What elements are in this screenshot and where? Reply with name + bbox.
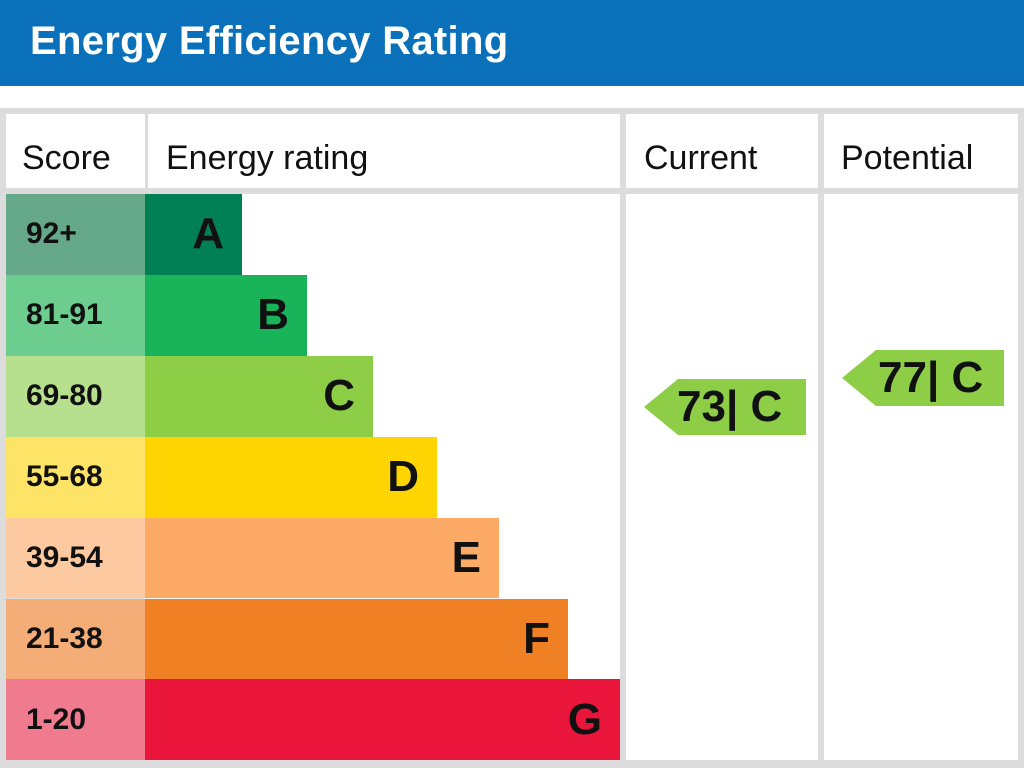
band-bar-d: D <box>145 436 437 518</box>
band-score-b: 81-91 <box>6 274 145 356</box>
page-title: Energy Efficiency Rating <box>30 19 509 63</box>
score-column-header: Score <box>22 139 111 177</box>
potential-marker-arrow <box>842 349 1004 406</box>
potential-rating-marker: 77| C <box>842 349 1004 406</box>
potential-column-header: Potential <box>841 139 974 177</box>
current-rating-label: 73| C <box>677 382 783 432</box>
band-score-e: 39-54 <box>6 517 145 599</box>
band-bar-f: F <box>145 598 568 680</box>
band-bar-e: E <box>145 517 499 599</box>
header-bar: Energy Efficiency Rating <box>0 0 1024 86</box>
current-marker-arrow <box>644 379 806 436</box>
score-header-cell: Score <box>6 114 145 188</box>
band-score-a: 92+ <box>6 194 145 275</box>
band-bar-g: G <box>145 679 620 761</box>
current-column-header: Current <box>644 139 758 177</box>
band-score-g: 1-20 <box>6 679 145 761</box>
current-column-body <box>626 194 818 760</box>
rating-table: Score Energy rating Current Potential 92… <box>0 108 1024 768</box>
potential-rating-label: 77| C <box>878 352 984 402</box>
potential-header-cell: Potential <box>824 114 1018 188</box>
band-score-f: 21-38 <box>6 598 145 680</box>
rating-column-header: Energy rating <box>166 139 369 177</box>
current-rating-marker: 73| C <box>644 379 806 436</box>
rating-header-cell: Energy rating <box>148 114 620 188</box>
band-bar-c: C <box>145 355 373 437</box>
band-bar-b: B <box>145 274 307 356</box>
potential-column-body <box>824 194 1018 760</box>
band-bar-a: A <box>145 194 242 275</box>
band-score-d: 55-68 <box>6 436 145 518</box>
band-score-c: 69-80 <box>6 355 145 437</box>
current-header-cell: Current <box>626 114 818 188</box>
